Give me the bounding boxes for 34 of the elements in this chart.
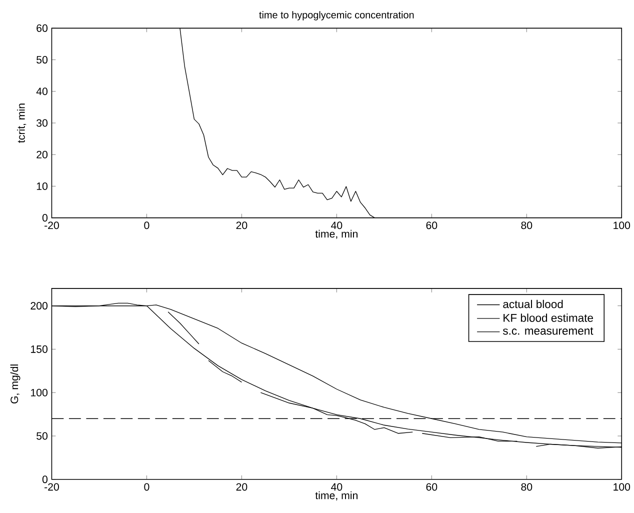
x-tick-label: 100 (614, 483, 630, 491)
x-tick-label: 60 (426, 222, 438, 230)
y-tick-label: 0 (42, 214, 48, 222)
y-tick-label: 30 (36, 119, 48, 127)
y-tick-label: 20 (36, 150, 48, 158)
y-tick-label: 50 (36, 432, 48, 440)
x-tick-label: 80 (521, 483, 532, 491)
x-axis-title: time, min (315, 230, 358, 239)
chart-title: time to hypoglycemic concentration (259, 11, 414, 20)
y-tick-label: 100 (31, 388, 48, 396)
x-tick-label: -20 (44, 222, 59, 230)
y-tick-label: 10 (36, 182, 48, 190)
x-tick-label: 20 (236, 222, 248, 230)
y-tick-label: 60 (36, 24, 48, 32)
legend-label: actual blood (503, 300, 563, 308)
y-tick-label: 0 (42, 476, 48, 484)
y-tick-label: 200 (30, 302, 48, 310)
y-tick-label: 50 (36, 56, 48, 64)
y-tick-label: 150 (31, 345, 48, 353)
x-tick-label: 60 (426, 483, 438, 491)
x-tick-label: 0 (144, 483, 150, 491)
x-tick-label: 100 (614, 222, 630, 230)
x-tick-label: 20 (236, 483, 248, 491)
y-axis-title: G, mg/dl (10, 364, 20, 404)
y-tick-label: 40 (36, 88, 48, 96)
y-axis-title: tcrit, min (17, 104, 26, 143)
x-axis-title: time, min (315, 491, 358, 500)
legend-label: KF blood estimate (504, 313, 593, 322)
x-tick-label: -20 (44, 483, 59, 491)
legend-label: s.c. measurement (502, 327, 594, 335)
x-tick-label: 80 (521, 222, 532, 230)
x-tick-label: 40 (331, 483, 342, 491)
x-tick-label: 40 (331, 222, 342, 230)
x-tick-label: 0 (144, 222, 150, 230)
